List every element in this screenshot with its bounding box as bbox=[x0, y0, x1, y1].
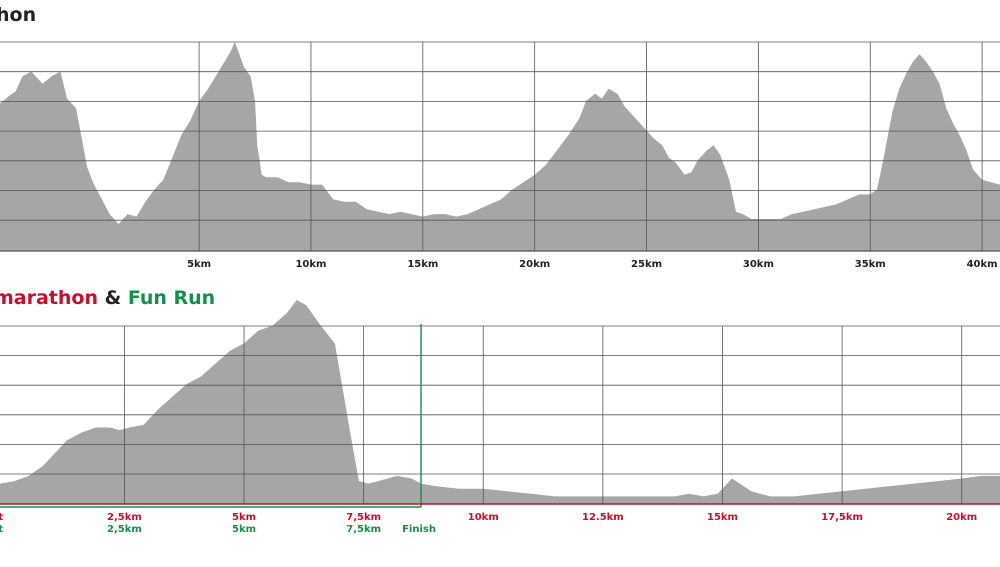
tick-label-red: 17,5km bbox=[821, 512, 863, 523]
tick-label-red: 7,5km bbox=[346, 512, 381, 523]
tick-label: 30km bbox=[743, 259, 774, 270]
tick-label-red: 20km bbox=[946, 512, 977, 523]
chart-1-title: hon bbox=[0, 4, 37, 26]
elevation-area-2 bbox=[0, 300, 1000, 504]
tick-label: 20km bbox=[519, 259, 550, 270]
tick-label: 35km bbox=[855, 259, 886, 270]
finish-label: Finish bbox=[402, 524, 436, 535]
title-part-marathon: marathon bbox=[0, 287, 98, 309]
tick-label: 40km bbox=[967, 259, 998, 270]
tick-label: 5km bbox=[187, 259, 211, 270]
tick-label-red: 12.5km bbox=[582, 512, 624, 523]
tick-label: 15km bbox=[407, 259, 438, 270]
title-part-ampersand: & bbox=[98, 287, 128, 309]
tick-label-red: t bbox=[0, 512, 3, 523]
tick-label-green: 5km bbox=[232, 524, 256, 535]
chart-2-title: marathon & Fun Run bbox=[0, 287, 215, 309]
tick-label: 10km bbox=[295, 259, 326, 270]
tick-label-red: 10km bbox=[468, 512, 499, 523]
tick-label-green: 2,5km bbox=[107, 524, 142, 535]
tick-label-red: 2,5km bbox=[107, 512, 142, 523]
elevation-area-1 bbox=[0, 42, 1000, 251]
title-part-fun-run: Fun Run bbox=[127, 287, 216, 309]
tick-label-green: t bbox=[0, 524, 3, 535]
tick-label-red: 15km bbox=[707, 512, 738, 523]
tick-label-green: 7,5km bbox=[346, 524, 381, 535]
tick-label: 25km bbox=[631, 259, 662, 270]
tick-label-red: 5km bbox=[232, 512, 256, 523]
